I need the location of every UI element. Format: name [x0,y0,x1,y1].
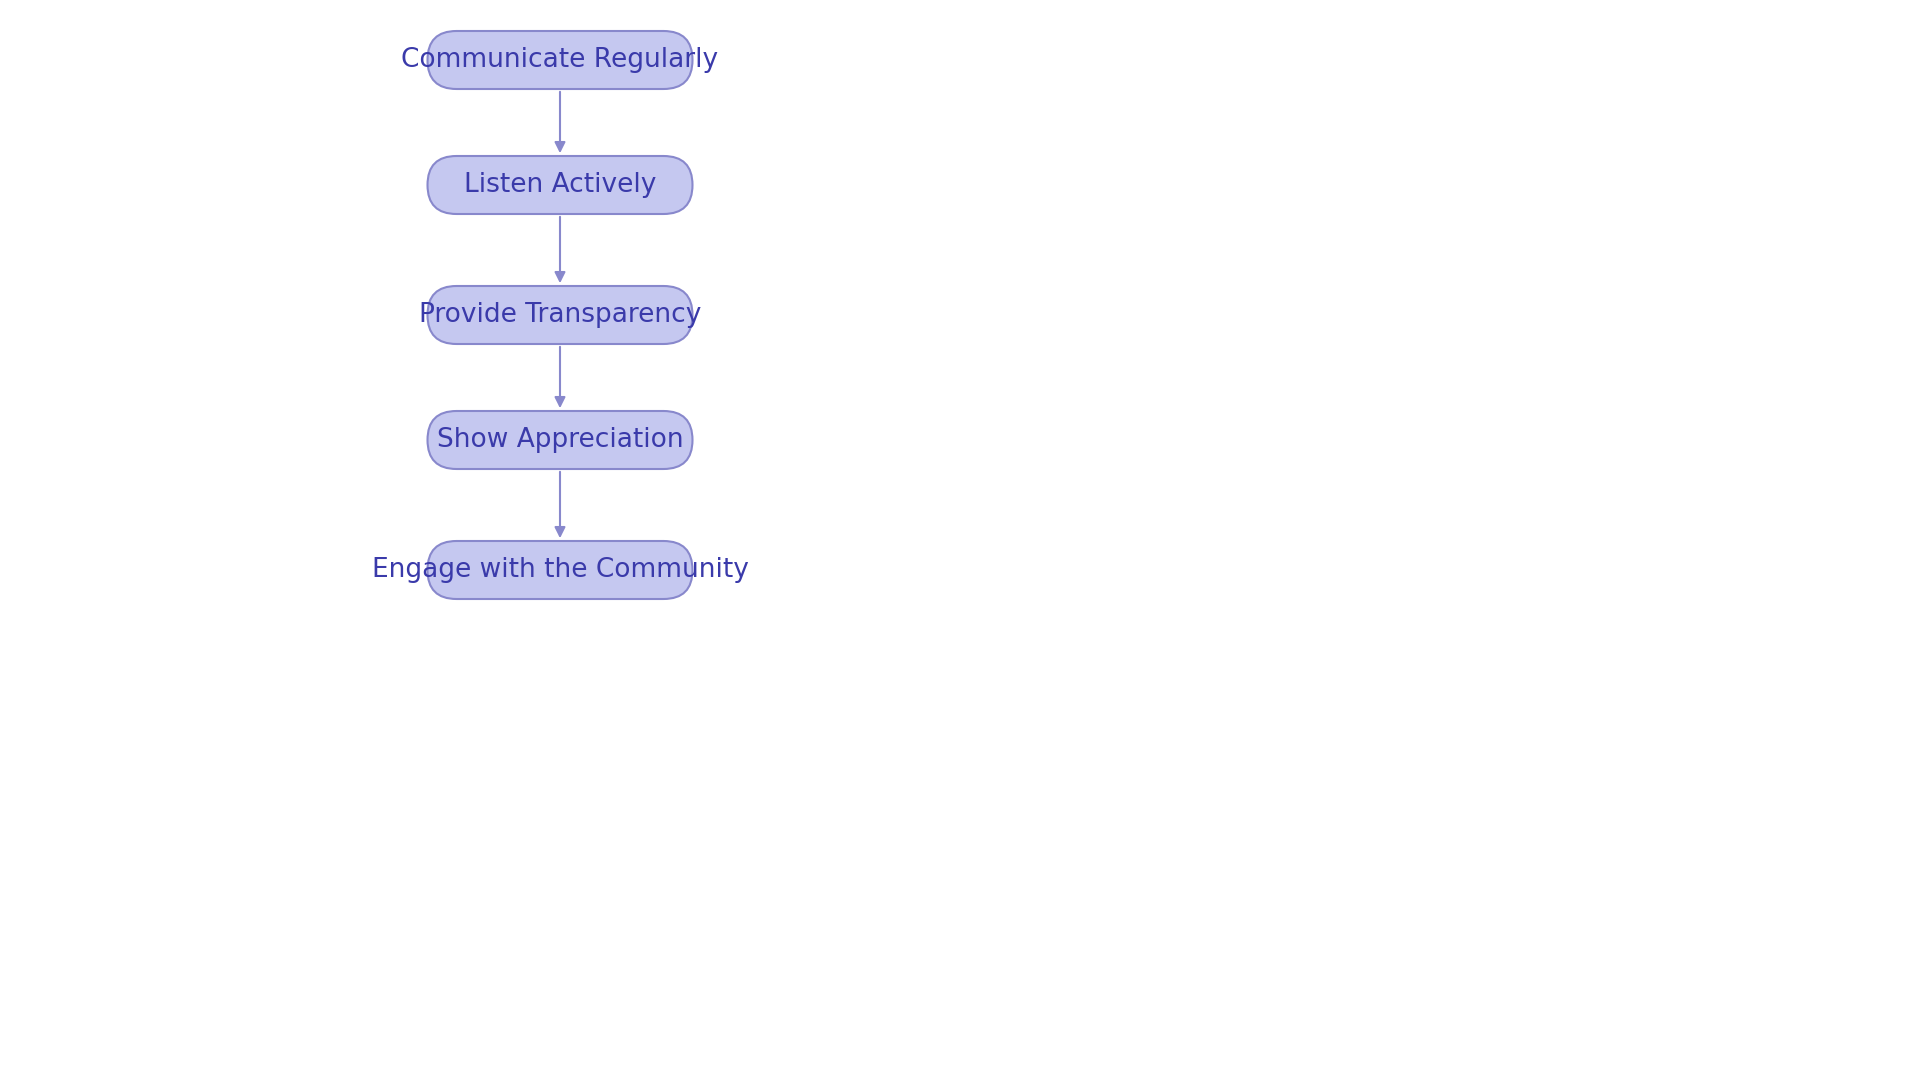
Text: Listen Actively: Listen Actively [465,172,657,198]
FancyBboxPatch shape [428,542,693,599]
FancyBboxPatch shape [428,156,693,214]
Text: Engage with the Community: Engage with the Community [372,557,749,583]
Text: Provide Transparency: Provide Transparency [419,302,701,328]
Text: Show Appreciation: Show Appreciation [436,427,684,453]
FancyBboxPatch shape [428,286,693,344]
FancyBboxPatch shape [428,31,693,89]
Text: Communicate Regularly: Communicate Regularly [401,47,718,73]
FancyBboxPatch shape [428,412,693,469]
